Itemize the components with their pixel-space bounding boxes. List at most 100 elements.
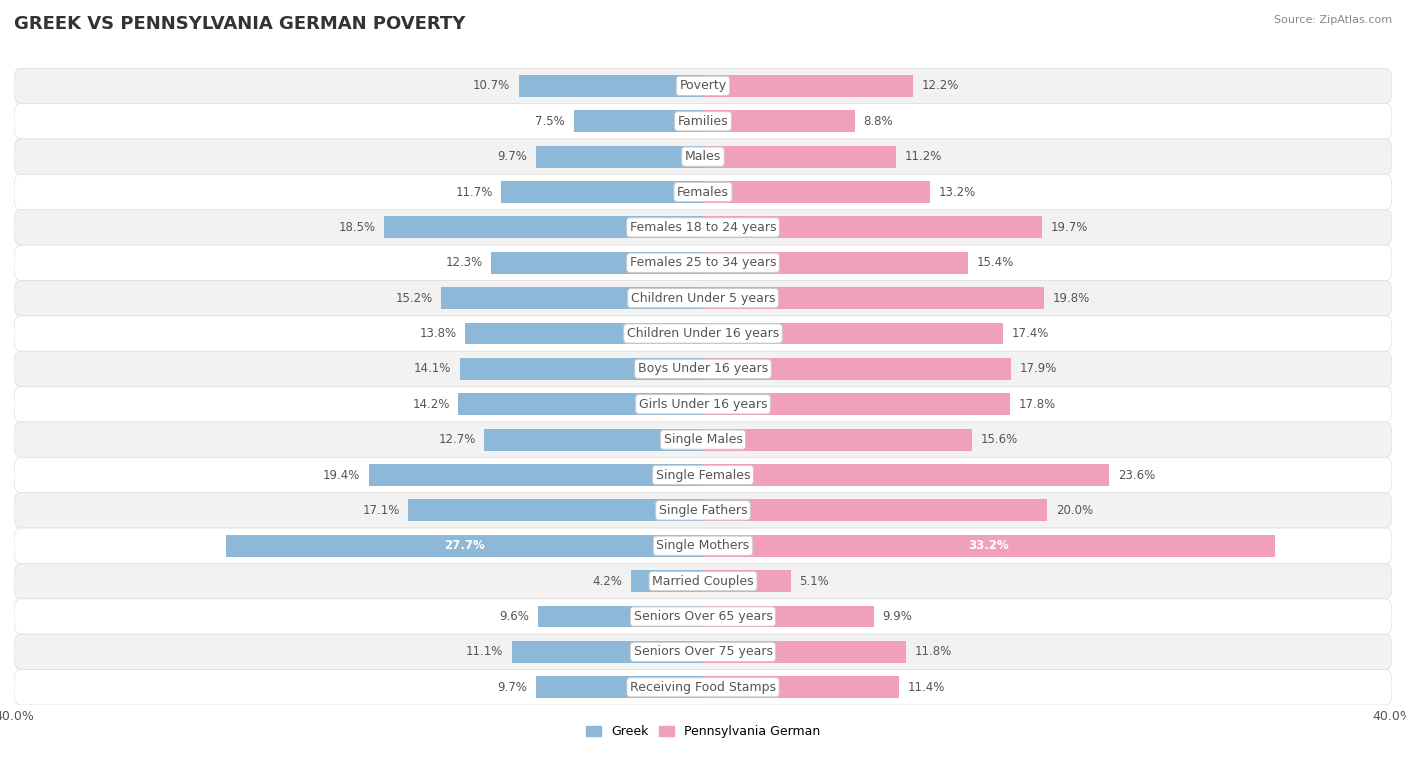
Bar [368, 464, 703, 486]
Bar [703, 570, 790, 592]
Text: 12.3%: 12.3% [446, 256, 482, 269]
Text: Boys Under 16 years: Boys Under 16 years [638, 362, 768, 375]
Text: 13.8%: 13.8% [419, 327, 457, 340]
Bar [703, 75, 912, 97]
Bar [703, 429, 972, 450]
Bar [703, 535, 1275, 556]
Text: 5.1%: 5.1% [800, 575, 830, 587]
Bar [502, 181, 703, 203]
FancyBboxPatch shape [14, 104, 1392, 139]
Bar [703, 358, 1011, 380]
Bar [703, 217, 1042, 238]
Bar [574, 111, 703, 132]
Bar [536, 676, 703, 698]
Bar [458, 393, 703, 415]
Legend: Greek, Pennsylvania German: Greek, Pennsylvania German [581, 720, 825, 744]
FancyBboxPatch shape [14, 493, 1392, 528]
Bar [703, 500, 1047, 522]
Text: Seniors Over 75 years: Seniors Over 75 years [634, 645, 772, 659]
Text: 17.1%: 17.1% [363, 504, 399, 517]
Bar [703, 641, 907, 662]
Text: 13.2%: 13.2% [939, 186, 976, 199]
Text: Children Under 5 years: Children Under 5 years [631, 292, 775, 305]
Bar [703, 393, 1010, 415]
Text: GREEK VS PENNSYLVANIA GERMAN POVERTY: GREEK VS PENNSYLVANIA GERMAN POVERTY [14, 15, 465, 33]
FancyBboxPatch shape [14, 387, 1392, 422]
Bar [536, 146, 703, 168]
Text: 9.9%: 9.9% [882, 610, 912, 623]
Bar [631, 570, 703, 592]
Text: 7.5%: 7.5% [536, 114, 565, 128]
Text: 11.4%: 11.4% [908, 681, 945, 694]
Bar [465, 323, 703, 344]
Text: 11.2%: 11.2% [904, 150, 942, 163]
Text: 10.7%: 10.7% [472, 80, 510, 92]
Text: 33.2%: 33.2% [969, 539, 1010, 553]
Text: 20.0%: 20.0% [1056, 504, 1094, 517]
Text: 9.7%: 9.7% [498, 150, 527, 163]
FancyBboxPatch shape [14, 528, 1392, 563]
Bar [703, 323, 1002, 344]
Bar [703, 181, 931, 203]
Bar [703, 146, 896, 168]
Text: 11.1%: 11.1% [465, 645, 503, 659]
Bar [512, 641, 703, 662]
FancyBboxPatch shape [14, 280, 1392, 316]
Text: Single Fathers: Single Fathers [659, 504, 747, 517]
Text: 9.6%: 9.6% [499, 610, 529, 623]
FancyBboxPatch shape [14, 457, 1392, 493]
Text: 15.6%: 15.6% [980, 433, 1018, 446]
Bar [460, 358, 703, 380]
Bar [703, 464, 1109, 486]
FancyBboxPatch shape [14, 634, 1392, 669]
Text: 19.7%: 19.7% [1050, 221, 1088, 234]
Bar [409, 500, 703, 522]
Bar [703, 252, 969, 274]
FancyBboxPatch shape [14, 316, 1392, 351]
Text: 12.2%: 12.2% [922, 80, 959, 92]
Text: 19.8%: 19.8% [1053, 292, 1090, 305]
Text: Males: Males [685, 150, 721, 163]
FancyBboxPatch shape [14, 669, 1392, 705]
FancyBboxPatch shape [14, 245, 1392, 280]
Text: 8.8%: 8.8% [863, 114, 893, 128]
Text: Females: Females [678, 186, 728, 199]
Text: Seniors Over 65 years: Seniors Over 65 years [634, 610, 772, 623]
Text: 17.4%: 17.4% [1011, 327, 1049, 340]
Text: Single Mothers: Single Mothers [657, 539, 749, 553]
Text: 11.8%: 11.8% [915, 645, 952, 659]
Bar [703, 676, 900, 698]
FancyBboxPatch shape [14, 563, 1392, 599]
Text: Married Couples: Married Couples [652, 575, 754, 587]
Text: Single Males: Single Males [664, 433, 742, 446]
Text: 14.2%: 14.2% [412, 398, 450, 411]
Text: Girls Under 16 years: Girls Under 16 years [638, 398, 768, 411]
Bar [484, 429, 703, 450]
FancyBboxPatch shape [14, 210, 1392, 245]
FancyBboxPatch shape [14, 599, 1392, 634]
Bar [441, 287, 703, 309]
Text: 19.4%: 19.4% [323, 468, 360, 481]
Text: 17.9%: 17.9% [1019, 362, 1057, 375]
Text: 9.7%: 9.7% [498, 681, 527, 694]
FancyBboxPatch shape [14, 68, 1392, 104]
Text: Single Females: Single Females [655, 468, 751, 481]
Bar [703, 287, 1045, 309]
Text: 23.6%: 23.6% [1118, 468, 1156, 481]
FancyBboxPatch shape [14, 174, 1392, 210]
Text: Females 25 to 34 years: Females 25 to 34 years [630, 256, 776, 269]
Text: 14.1%: 14.1% [415, 362, 451, 375]
Text: Poverty: Poverty [679, 80, 727, 92]
FancyBboxPatch shape [14, 422, 1392, 457]
Text: Families: Families [678, 114, 728, 128]
Text: Receiving Food Stamps: Receiving Food Stamps [630, 681, 776, 694]
Text: 4.2%: 4.2% [592, 575, 621, 587]
Text: Source: ZipAtlas.com: Source: ZipAtlas.com [1274, 15, 1392, 25]
Text: Children Under 16 years: Children Under 16 years [627, 327, 779, 340]
FancyBboxPatch shape [14, 351, 1392, 387]
Text: 15.4%: 15.4% [977, 256, 1014, 269]
Bar [491, 252, 703, 274]
Bar [703, 606, 873, 628]
FancyBboxPatch shape [14, 139, 1392, 174]
Text: 27.7%: 27.7% [444, 539, 485, 553]
